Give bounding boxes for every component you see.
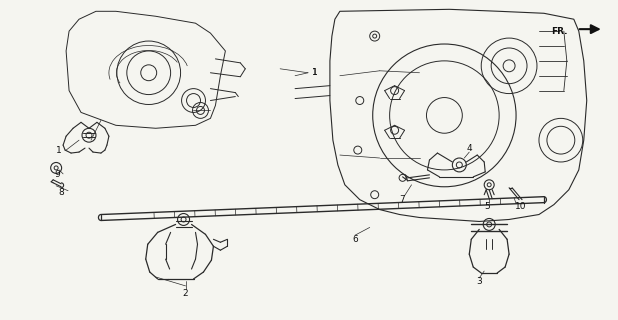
Text: 6: 6: [352, 235, 358, 244]
Text: 4: 4: [467, 144, 472, 153]
Text: 5: 5: [485, 202, 490, 211]
Text: 1: 1: [56, 146, 62, 155]
Text: 3: 3: [476, 277, 482, 286]
Text: 1: 1: [312, 68, 318, 77]
Text: 10: 10: [515, 202, 527, 211]
Text: 2: 2: [183, 289, 188, 298]
Text: 7: 7: [400, 195, 405, 204]
Text: 8: 8: [58, 188, 64, 197]
Text: 1: 1: [312, 68, 318, 77]
Text: FR.: FR.: [551, 27, 568, 36]
Text: 9: 9: [54, 170, 60, 180]
